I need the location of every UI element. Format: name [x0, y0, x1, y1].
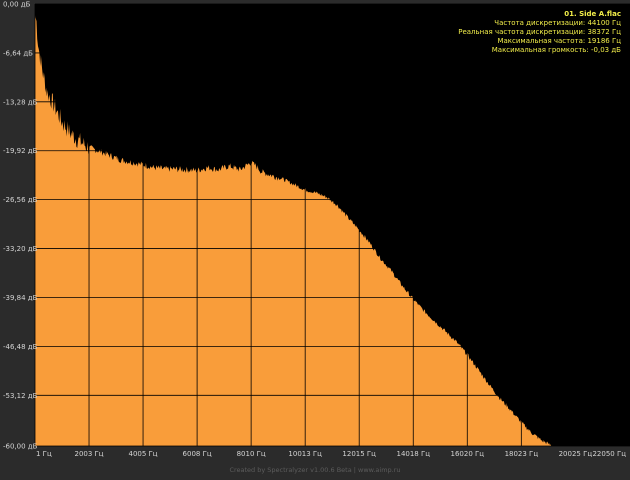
x-tick-label: 2003 Гц [74, 450, 103, 458]
x-tick-label: 10013 Гц [288, 450, 322, 458]
y-tick-label: -6,64 дБ [3, 49, 33, 57]
grid-lines [34, 3, 630, 447]
y-axis-labels: 0,00 дБ -6,64 дБ -13,28 дБ -19,92 дБ -26,56 … [3, 1, 38, 451]
x-tick-label: 4005 Гц [129, 450, 158, 458]
x-tick-label: 12015 Гц [342, 450, 376, 458]
x-tick-label: 18023 Гц [505, 450, 539, 458]
y-tick-label: -13,28 дБ [3, 98, 38, 106]
y-tick-label: 0,00 дБ [3, 1, 31, 9]
max-frequency-line: Максимальная частота: 19186 Гц [497, 37, 621, 45]
x-tick-label: 6008 Гц [183, 450, 212, 458]
y-tick-label: -26,56 дБ [3, 196, 38, 204]
x-axis-labels: 1 Гц 2003 Гц 4005 Гц 6008 Гц 8010 Гц 10013 Гц… [36, 450, 626, 458]
x-tick-label: 1 Гц [36, 450, 52, 458]
y-tick-label: -46,48 дБ [3, 343, 38, 351]
y-tick-label: -60,00 дБ [3, 443, 38, 451]
spectrum-area [35, 15, 553, 446]
y-tick-label: -39,84 дБ [3, 294, 38, 302]
x-tick-label: 8010 Гц [237, 450, 266, 458]
x-tick-label: 20025 Гц [559, 450, 593, 458]
max-volume-line: Максимальная громкость: -0,03 дБ [492, 46, 621, 54]
y-tick-label: -33,20 дБ [3, 245, 38, 253]
sample-rate-line: Частота дискретизации: 44100 Гц [494, 19, 621, 27]
real-sample-rate-line: Реальная частота дискретизации: 38372 Гц [458, 28, 621, 36]
x-tick-label: 14018 Гц [396, 450, 430, 458]
file-name: 01. Side A.flac [564, 10, 621, 18]
y-tick-label: -19,92 дБ [3, 147, 38, 155]
x-tick-label: 22050 Гц [592, 450, 626, 458]
file-info-panel: 01. Side A.flac Частота дискретизации: 4… [458, 10, 621, 54]
y-tick-label: -53,12 дБ [3, 392, 38, 400]
x-tick-label: 16020 Гц [451, 450, 485, 458]
footer-credit: Created by Spectralyzer v1.00.6 Beta | w… [229, 466, 400, 474]
